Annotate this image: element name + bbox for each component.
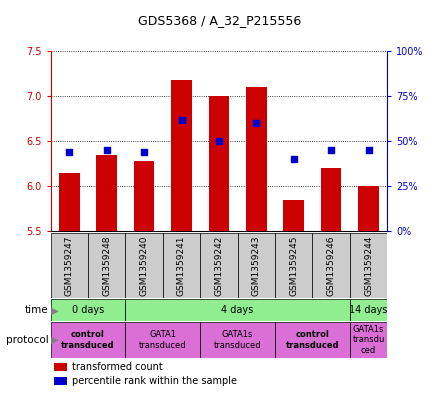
Bar bbox=[54, 376, 67, 385]
Text: transformed count: transformed count bbox=[73, 362, 163, 372]
Bar bbox=[312, 233, 350, 298]
Text: protocol: protocol bbox=[6, 335, 48, 345]
Bar bbox=[125, 322, 200, 358]
Text: GSM1359246: GSM1359246 bbox=[326, 236, 336, 296]
Text: GSM1359240: GSM1359240 bbox=[139, 236, 149, 296]
Point bbox=[178, 116, 185, 123]
Text: GSM1359242: GSM1359242 bbox=[214, 236, 224, 296]
Text: 14 days: 14 days bbox=[349, 305, 388, 315]
Bar bbox=[275, 322, 350, 358]
Text: time: time bbox=[25, 305, 48, 315]
Bar bbox=[246, 87, 267, 231]
Text: GATA1s
transduced: GATA1s transduced bbox=[214, 330, 261, 350]
Text: 4 days: 4 days bbox=[221, 305, 254, 315]
Bar bbox=[350, 299, 387, 321]
Bar bbox=[283, 200, 304, 231]
Bar bbox=[59, 173, 80, 231]
Text: control
transduced: control transduced bbox=[286, 330, 339, 350]
Text: GSM1359248: GSM1359248 bbox=[102, 236, 111, 296]
Text: GSM1359245: GSM1359245 bbox=[289, 236, 298, 296]
Text: ▶: ▶ bbox=[48, 335, 59, 345]
Text: control
transduced: control transduced bbox=[61, 330, 115, 350]
Text: GSM1359244: GSM1359244 bbox=[364, 236, 373, 296]
Bar bbox=[200, 322, 275, 358]
Bar bbox=[321, 168, 341, 231]
Text: GDS5368 / A_32_P215556: GDS5368 / A_32_P215556 bbox=[138, 14, 302, 27]
Point bbox=[141, 149, 148, 155]
Text: GSM1359247: GSM1359247 bbox=[65, 236, 74, 296]
Bar bbox=[54, 362, 67, 371]
Point bbox=[365, 147, 372, 153]
Bar bbox=[238, 233, 275, 298]
Bar bbox=[125, 299, 350, 321]
Bar bbox=[275, 233, 312, 298]
Point bbox=[253, 120, 260, 127]
Bar bbox=[134, 161, 154, 231]
Text: GSM1359241: GSM1359241 bbox=[177, 236, 186, 296]
Bar bbox=[358, 186, 379, 231]
Bar bbox=[51, 299, 125, 321]
Point bbox=[66, 149, 73, 155]
Bar bbox=[51, 322, 125, 358]
Text: ▶: ▶ bbox=[48, 305, 59, 315]
Bar bbox=[209, 96, 229, 231]
Bar bbox=[96, 155, 117, 231]
Bar bbox=[163, 233, 200, 298]
Point bbox=[103, 147, 110, 153]
Text: 0 days: 0 days bbox=[72, 305, 104, 315]
Bar bbox=[88, 233, 125, 298]
Point bbox=[327, 147, 335, 153]
Text: GATA1s
transdu
ced: GATA1s transdu ced bbox=[352, 325, 385, 355]
Bar bbox=[171, 80, 192, 231]
Bar bbox=[350, 322, 387, 358]
Bar bbox=[200, 233, 238, 298]
Bar bbox=[51, 233, 88, 298]
Point bbox=[290, 156, 297, 162]
Text: percentile rank within the sample: percentile rank within the sample bbox=[73, 376, 238, 386]
Text: GATA1
transduced: GATA1 transduced bbox=[139, 330, 187, 350]
Text: GSM1359243: GSM1359243 bbox=[252, 236, 261, 296]
Bar bbox=[125, 233, 163, 298]
Point bbox=[216, 138, 223, 144]
Bar bbox=[350, 233, 387, 298]
